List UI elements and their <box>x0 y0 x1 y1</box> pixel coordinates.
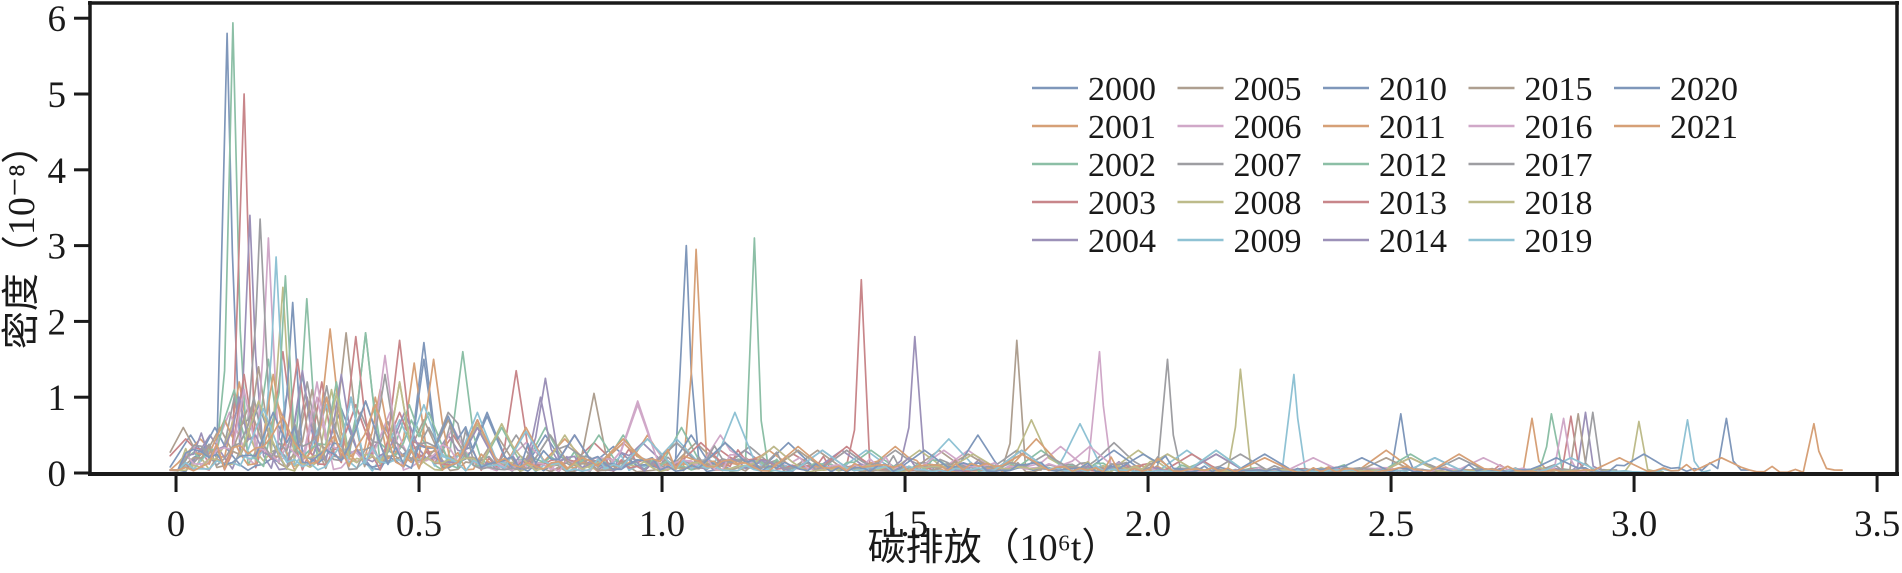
legend-entry-2017: 2017 <box>1468 147 1593 184</box>
legend-entry-2011: 2011 <box>1323 109 1446 146</box>
x-tick-label: 2.0 <box>1125 504 1171 545</box>
legend-entry-2018: 2018 <box>1468 185 1593 222</box>
legend-entry-2019: 2019 <box>1468 223 1593 260</box>
legend-entry-2021: 2021 <box>1614 109 1738 146</box>
legend-label: 2000 <box>1088 71 1156 108</box>
legend-label: 2004 <box>1088 223 1156 260</box>
y-tick-label: 1 <box>48 378 67 419</box>
legend-label: 2020 <box>1670 71 1738 108</box>
series-2012-line <box>169 275 1579 474</box>
y-tick-label: 0 <box>48 454 67 495</box>
legend-label: 2012 <box>1379 147 1447 184</box>
x-tick-label: 1.0 <box>639 504 685 545</box>
x-tick-label: 2.5 <box>1368 504 1414 545</box>
x-tick-label: 3.5 <box>1854 504 1900 545</box>
legend-entry-2009: 2009 <box>1177 223 1302 260</box>
legend-entry-2002: 2002 <box>1032 147 1156 184</box>
y-tick-label: 6 <box>48 0 67 40</box>
y-axis-label: 密度（10⁻⁸） <box>1 126 43 349</box>
legend-entry-2005: 2005 <box>1177 71 1302 108</box>
x-tick-label: 0 <box>167 504 186 545</box>
legend-entry-2001: 2001 <box>1032 109 1156 146</box>
legend-label: 2009 <box>1234 223 1302 260</box>
legend-entry-2015: 2015 <box>1468 71 1593 108</box>
legend-label: 2011 <box>1379 109 1446 146</box>
legend-entry-2020: 2020 <box>1614 71 1738 108</box>
legend-entry-2003: 2003 <box>1032 185 1156 222</box>
x-tick-label: 0.5 <box>396 504 442 545</box>
y-tick-label: 3 <box>48 227 67 268</box>
legend-entry-2004: 2004 <box>1032 223 1156 260</box>
legend-entry-2006: 2006 <box>1177 109 1302 146</box>
legend-label: 2007 <box>1234 147 1302 184</box>
series-2019-line <box>169 396 1711 474</box>
legend-entry-2012: 2012 <box>1323 147 1447 184</box>
legend-label: 2019 <box>1525 223 1593 260</box>
legend-label: 2003 <box>1088 185 1156 222</box>
legend-label: 2005 <box>1234 71 1302 108</box>
legend-label: 2021 <box>1670 109 1738 146</box>
x-tick-label: 3.0 <box>1611 504 1657 545</box>
legend-entry-2016: 2016 <box>1468 109 1593 146</box>
legend-label: 2013 <box>1379 185 1447 222</box>
legend-label: 2001 <box>1088 109 1156 146</box>
legend-label: 2008 <box>1234 185 1302 222</box>
legend-label: 2010 <box>1379 71 1447 108</box>
y-tick-label: 2 <box>48 302 67 343</box>
legend-entry-2014: 2014 <box>1323 223 1447 260</box>
legend-label: 2006 <box>1234 109 1302 146</box>
legend-label: 2015 <box>1525 71 1593 108</box>
legend-entry-2010: 2010 <box>1323 71 1447 108</box>
legend-label: 2014 <box>1379 223 1447 260</box>
legend-entry-2000: 2000 <box>1032 71 1156 108</box>
legend-entry-2007: 2007 <box>1177 147 1302 184</box>
x-tick-label: 1.5 <box>882 504 928 545</box>
legend-label: 2017 <box>1525 147 1593 184</box>
legend-label: 2016 <box>1525 109 1593 146</box>
legend-entry-2008: 2008 <box>1177 185 1302 222</box>
legend-entry-2013: 2013 <box>1323 185 1447 222</box>
legend-label: 2018 <box>1525 185 1593 222</box>
x-axis-label: 碳排放（10⁶t） <box>868 527 1120 568</box>
legend-label: 2002 <box>1088 147 1156 184</box>
y-tick-label: 5 <box>48 75 67 116</box>
y-tick-label: 4 <box>48 151 67 192</box>
